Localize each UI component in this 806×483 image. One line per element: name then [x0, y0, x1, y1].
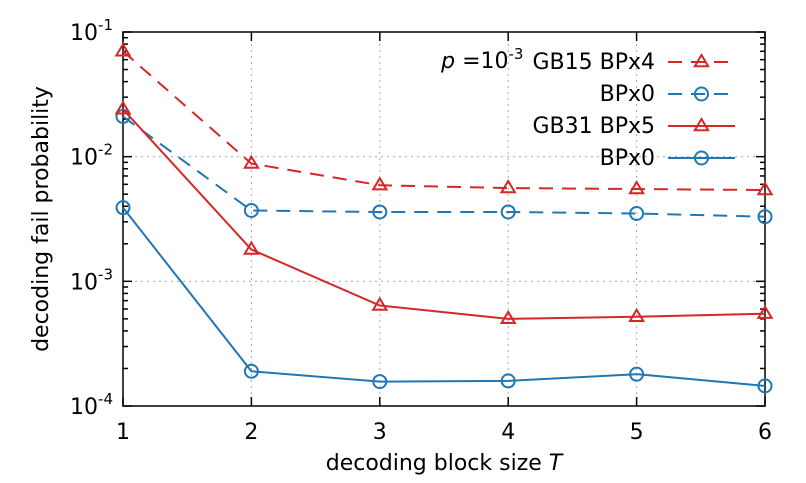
legend-entry: BPx0 — [600, 146, 735, 171]
series-1 — [114, 42, 774, 196]
y-tick-label: 10-3 — [70, 265, 113, 295]
series-4 — [115, 200, 773, 394]
data-point — [756, 181, 774, 196]
data-point — [114, 42, 132, 57]
data-point — [628, 180, 646, 195]
data-point — [372, 204, 388, 220]
data-point — [372, 374, 388, 390]
data-point — [499, 309, 517, 325]
data-point — [756, 304, 774, 319]
data-point — [114, 100, 132, 115]
data-point — [628, 307, 646, 322]
x-tick-label: 2 — [244, 420, 258, 445]
x-tick-label: 5 — [630, 420, 644, 445]
data-point — [757, 378, 773, 394]
legend-label: GB31 BPx5 — [532, 114, 655, 139]
y-tick-label: 10-4 — [70, 390, 113, 420]
legend-label: BPx0 — [600, 82, 655, 107]
x-tick-label: 4 — [501, 420, 515, 445]
legend-marker — [694, 86, 709, 102]
data-point — [629, 206, 645, 222]
data-point — [757, 209, 773, 225]
y-axis-label: decoding fail probability — [29, 86, 54, 352]
plot-frame — [122, 31, 766, 407]
legend-header-eq: =10 — [455, 49, 508, 74]
legend-label: BPx0 — [600, 146, 655, 171]
series — [114, 42, 774, 394]
legend-label: GB15 BPx4 — [532, 50, 655, 75]
x-axis-label-var: T — [549, 451, 564, 476]
data-point — [629, 366, 645, 382]
legend-header: p =10-3 — [440, 45, 523, 74]
legend-entry: BPx0 — [600, 82, 735, 107]
data-point — [500, 373, 516, 389]
data-point — [115, 200, 131, 216]
legend-marker — [693, 117, 710, 132]
legend: p =10-3 GB15 BPx4 BPx0 GB31 BPx5 BPx0 — [440, 45, 735, 171]
data-point — [499, 179, 517, 194]
legend-header-exp: -3 — [509, 45, 524, 63]
series-line — [122, 50, 766, 192]
x-tick-label: 6 — [758, 420, 772, 445]
data-point — [371, 176, 389, 191]
data-point — [243, 202, 259, 218]
data-point — [371, 296, 389, 311]
series-3 — [114, 100, 774, 325]
data-point — [500, 204, 516, 220]
data-point — [242, 240, 260, 255]
series-line — [122, 108, 766, 320]
legend-marker — [694, 150, 709, 166]
x-tick-label: 1 — [116, 420, 130, 445]
axis-ticks: 1 2 3 4 5 6 10-1 10-2 10-3 10-4 — [70, 16, 772, 445]
data-point — [242, 154, 260, 169]
series-line — [122, 115, 766, 218]
series-line — [122, 207, 766, 387]
x-axis-label: decoding block size T — [326, 451, 564, 476]
y-tick-label: 10-2 — [70, 141, 113, 171]
legend-marker — [693, 53, 710, 68]
data-point — [243, 363, 259, 379]
grid — [123, 32, 765, 406]
y-tick-label: 10-1 — [70, 16, 113, 46]
legend-entry: GB31 BPx5 — [532, 114, 735, 139]
legend-entry: GB15 BPx4 — [532, 50, 735, 75]
x-tick-label: 3 — [373, 420, 387, 445]
legend-header-p: p — [440, 49, 455, 74]
series-2 — [115, 108, 773, 225]
x-axis-label-text: decoding block size — [326, 451, 542, 476]
